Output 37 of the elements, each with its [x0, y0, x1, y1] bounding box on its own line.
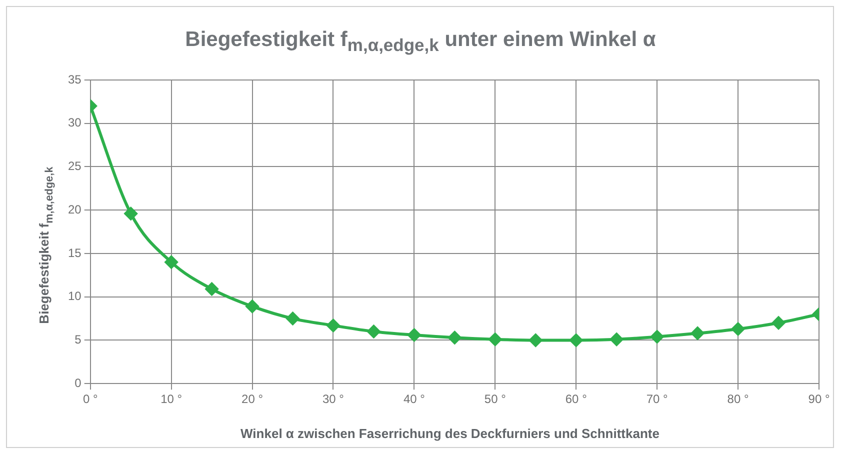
point	[732, 322, 745, 336]
y-tick-label: 35	[68, 72, 82, 86]
y-tick-label: 0	[74, 376, 82, 390]
y-tick-label: 5	[74, 332, 82, 347]
y-tick-label: 20	[68, 202, 82, 216]
x-tick-label: 90 °	[808, 392, 830, 406]
x-tick-label: 70 °	[646, 392, 668, 406]
x-tick-label: 80 °	[727, 392, 749, 406]
y-tick-label: 25	[68, 159, 82, 174]
point	[164, 256, 178, 269]
x-tick-label: 40 °	[403, 392, 426, 406]
x-tick-label: 10 °	[160, 392, 182, 406]
x-tick-label: 20 °	[242, 392, 264, 406]
x-tick-label: 60 °	[565, 392, 588, 406]
point	[691, 326, 704, 340]
point	[326, 318, 340, 332]
chart-title: Biegefestigkeit f$_{m,α,edge,k}$ unter einem Winkel α	[184, 28, 657, 56]
y-tick-label: 10	[68, 289, 82, 304]
point	[124, 207, 138, 220]
x-tick-label: 30 °	[322, 392, 344, 406]
point	[772, 316, 786, 330]
y-tick-label: 15	[68, 246, 82, 260]
point	[286, 312, 300, 326]
x-tick-label: 50 °	[484, 392, 506, 406]
y-tick-label: 30	[68, 116, 82, 130]
point	[570, 334, 583, 347]
point	[448, 331, 462, 344]
point	[246, 300, 259, 313]
point	[529, 334, 542, 347]
point	[205, 282, 218, 296]
x-axis-title: Winkel α zwischen Faserrichung des Deckfurniers und Schnittkante	[240, 426, 660, 441]
point	[408, 328, 421, 342]
point	[367, 325, 380, 338]
x-tick-label: 0 °	[82, 392, 98, 406]
point	[488, 332, 502, 346]
point	[650, 330, 664, 344]
point	[610, 332, 624, 346]
